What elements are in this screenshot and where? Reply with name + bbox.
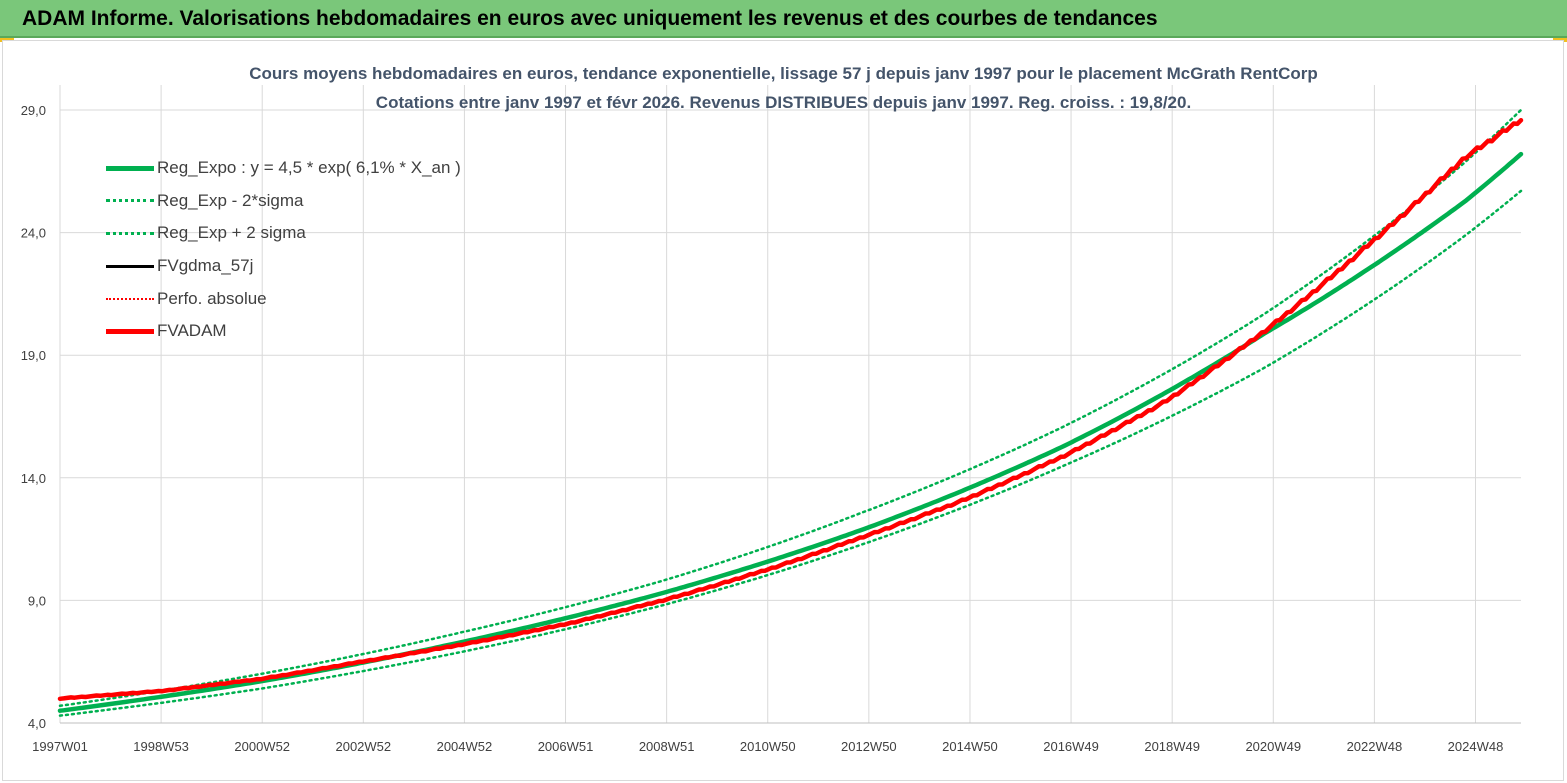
x-tick-label: 2024W48 <box>1448 739 1504 754</box>
series-line-2 <box>58 108 1523 708</box>
legend-swatch-perfo <box>106 297 154 300</box>
chart-title: Cours moyens hebdomadaires en euros, ten… <box>249 64 1318 83</box>
report-banner: ADAM Informe. Valorisations hebdomadaire… <box>0 0 1567 38</box>
x-tick-label: 2010W50 <box>740 739 796 754</box>
legend-label: Reg_Expo : y = 4,5 * exp( 6,1% * X_an ) <box>157 158 461 178</box>
legend-label: Reg_Exp - 2*sigma <box>157 190 304 210</box>
chart-subtitle: Cotations entre janv 1997 et févr 2026. … <box>375 93 1192 112</box>
x-tick-label: 2000W52 <box>234 739 290 754</box>
legend-item: Reg_Exp + 2 sigma <box>106 217 461 250</box>
x-tick-label: 2014W50 <box>942 739 998 754</box>
report-title: ADAM Informe. Valorisations hebdomadaire… <box>22 7 1158 30</box>
y-tick-label: 9,0 <box>28 593 46 608</box>
y-tick-label: 19,0 <box>21 348 46 363</box>
legend-swatch-reg-exp-minus <box>106 199 154 203</box>
legend-item: Reg_Exp - 2*sigma <box>106 185 461 218</box>
series-line-1 <box>58 189 1523 717</box>
legend-label: Reg_Exp + 2 sigma <box>157 223 306 243</box>
x-tick-label: 2016W49 <box>1043 739 1099 754</box>
legend-item: Reg_Expo : y = 4,5 * exp( 6,1% * X_an ) <box>106 152 461 185</box>
legend-item: FVADAM <box>106 315 461 348</box>
x-tick-label: 1997W01 <box>32 739 88 754</box>
legend-label: FVADAM <box>157 321 227 341</box>
legend-label: Perfo. absolue <box>157 288 267 308</box>
x-tick-label: 1998W53 <box>133 739 189 754</box>
y-tick-label: 4,0 <box>28 716 46 731</box>
legend-item: Perfo. absolue <box>106 282 461 315</box>
legend-swatch-fvadam <box>106 328 154 334</box>
x-tick-label: 2012W50 <box>841 739 897 754</box>
y-tick-label: 14,0 <box>21 471 46 486</box>
legend-item: FVgdma_57j <box>106 250 461 283</box>
x-tick-label: 2006W51 <box>538 739 594 754</box>
x-tick-label: 2002W52 <box>335 739 391 754</box>
x-tick-label: 2020W49 <box>1245 739 1301 754</box>
x-tick-label: 2008W51 <box>639 739 695 754</box>
y-tick-label: 29,0 <box>21 103 46 118</box>
legend-label: FVgdma_57j <box>157 256 254 276</box>
legend-swatch-reg-expo <box>106 165 154 171</box>
series-line-5 <box>57 117 1524 702</box>
y-tick-label: 24,0 <box>21 226 46 241</box>
x-tick-label: 2022W48 <box>1347 739 1403 754</box>
legend-swatch-reg-exp-plus <box>106 231 154 235</box>
x-tick-label: 2018W49 <box>1144 739 1200 754</box>
x-tick-label: 2004W52 <box>437 739 493 754</box>
legend-swatch-fvgdma <box>106 264 154 268</box>
chart-legend: Reg_Expo : y = 4,5 * exp( 6,1% * X_an ) … <box>106 152 461 348</box>
